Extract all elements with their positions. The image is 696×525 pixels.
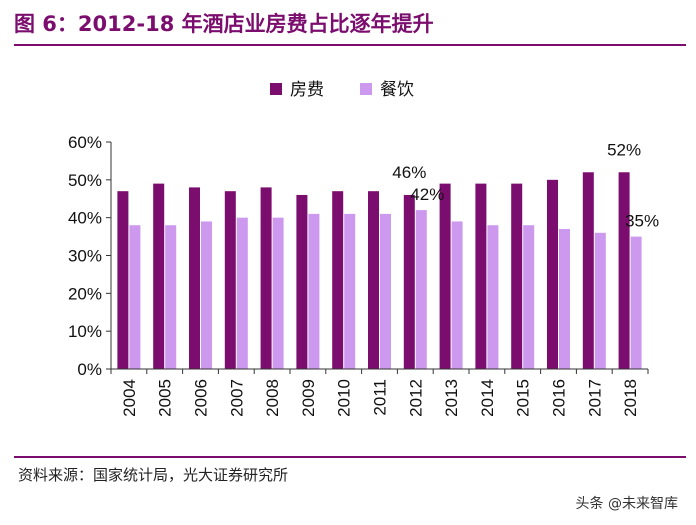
bar-food-2010 bbox=[344, 213, 356, 369]
x-tick-label-2006: 2006 bbox=[192, 379, 211, 417]
y-tick-label: 50% bbox=[68, 171, 102, 190]
bar-room-2009 bbox=[296, 194, 308, 369]
x-tick-label-2008: 2008 bbox=[263, 379, 282, 417]
bar-food-2017 bbox=[594, 232, 606, 369]
y-tick-label: 0% bbox=[77, 360, 102, 379]
bar-food-2012 bbox=[415, 210, 427, 369]
bar-food-2011 bbox=[380, 213, 391, 369]
data-label-2012-room: 46% bbox=[392, 163, 426, 182]
y-tick-label: 20% bbox=[68, 284, 102, 303]
bar-food-2007 bbox=[236, 217, 248, 369]
x-tick-label-2013: 2013 bbox=[442, 379, 461, 417]
bar-room-2004 bbox=[117, 191, 129, 369]
bar-food-2004 bbox=[129, 225, 141, 369]
legend-label-0: 房费 bbox=[290, 80, 324, 100]
figure-title: 图 6：2012-18 年酒店业房费占比逐年提升 bbox=[14, 12, 434, 36]
y-tick-label: 30% bbox=[68, 247, 102, 266]
bar-food-2008 bbox=[272, 217, 284, 369]
bar-room-2013 bbox=[439, 183, 451, 369]
data-label-2018-room: 52% bbox=[607, 140, 641, 159]
x-tick-label-2016: 2016 bbox=[550, 379, 569, 417]
bar-room-2012 bbox=[403, 194, 415, 369]
bar-room-2008 bbox=[260, 187, 272, 369]
x-tick-label-2015: 2015 bbox=[514, 379, 533, 417]
x-axis: 2004 2005 2006 2007 2008 2009 2010 2011 2012 2013… bbox=[110, 368, 649, 417]
bars bbox=[117, 172, 642, 369]
legend-swatch-0 bbox=[270, 83, 282, 95]
bar-room-2018 bbox=[618, 172, 630, 369]
bar-food-2014 bbox=[487, 225, 499, 369]
x-tick-label-2012: 2012 bbox=[406, 379, 425, 417]
y-axis: 0% 10% 20% 30% 40% 50% 60% bbox=[68, 133, 112, 379]
x-tick-label-2004: 2004 bbox=[120, 379, 139, 417]
source-divider bbox=[14, 456, 686, 458]
watermark: 头条 @未来智库 bbox=[575, 493, 678, 513]
x-tick-label-2011: 2011 bbox=[371, 379, 390, 416]
bar-room-2014 bbox=[475, 183, 487, 369]
bar-room-2011 bbox=[368, 191, 379, 369]
bar-food-2016 bbox=[559, 229, 570, 369]
x-tick-label-2010: 2010 bbox=[335, 379, 354, 417]
data-label-2012-food: 42% bbox=[410, 185, 444, 204]
x-tick-label-2009: 2009 bbox=[299, 379, 318, 417]
legend: 房费 餐饮 bbox=[270, 80, 414, 100]
bar-food-2018 bbox=[630, 236, 642, 369]
bar-room-2017 bbox=[582, 172, 594, 369]
bar-room-2015 bbox=[511, 183, 523, 369]
bar-room-2010 bbox=[332, 191, 344, 369]
y-tick-label: 60% bbox=[68, 133, 102, 152]
x-tick-label-2005: 2005 bbox=[156, 379, 175, 417]
y-tick-label: 40% bbox=[68, 209, 102, 228]
bar-food-2015 bbox=[523, 225, 535, 369]
data-labels: 46% 42% 52% 35% bbox=[392, 140, 659, 230]
x-tick-label-2017: 2017 bbox=[585, 379, 604, 417]
source-note: 资料来源：国家统计局，光大证券研究所 bbox=[18, 466, 289, 484]
bar-food-2005 bbox=[165, 225, 177, 369]
bar-room-2016 bbox=[547, 179, 558, 369]
data-label-2018-food: 35% bbox=[625, 212, 659, 231]
title-divider bbox=[14, 44, 686, 46]
bar-room-2006 bbox=[189, 187, 200, 369]
bar-food-2013 bbox=[451, 221, 463, 369]
x-tick-label-2018: 2018 bbox=[621, 379, 640, 417]
legend-label-1: 餐饮 bbox=[380, 80, 414, 100]
bar-room-2005 bbox=[153, 183, 165, 369]
x-tick-label-2007: 2007 bbox=[227, 379, 246, 417]
y-tick-label: 10% bbox=[68, 322, 102, 341]
bar-chart: 房费 餐饮 0%10%20%30%40%50%60% 2004 2005 2006 20… bbox=[68, 80, 659, 417]
legend-swatch-1 bbox=[360, 83, 372, 95]
bar-room-2007 bbox=[224, 191, 236, 369]
bar-food-2006 bbox=[201, 221, 212, 369]
x-tick-label-2014: 2014 bbox=[478, 379, 497, 417]
bar-food-2009 bbox=[308, 213, 320, 369]
